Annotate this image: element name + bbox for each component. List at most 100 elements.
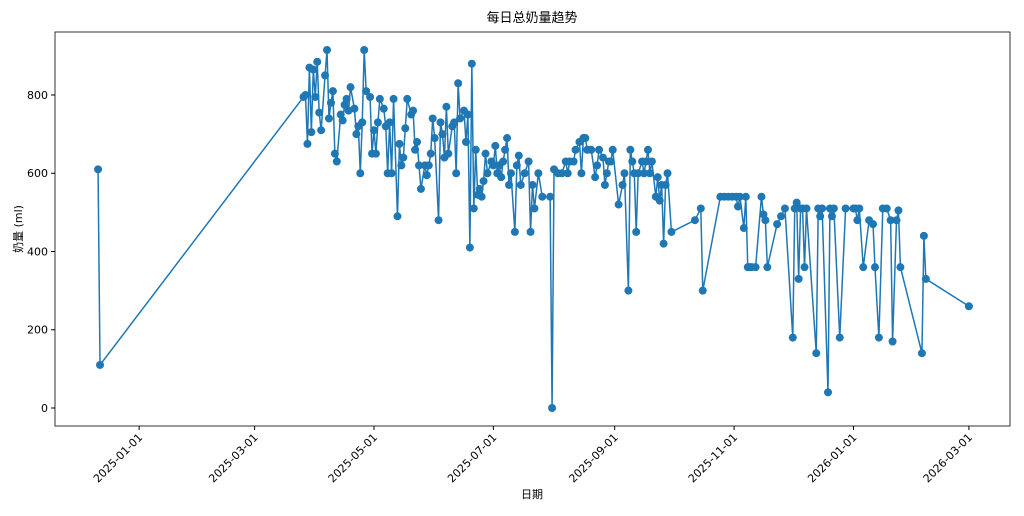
point: [812, 349, 821, 358]
point: [393, 212, 402, 221]
point: [520, 169, 529, 178]
point: [436, 118, 445, 127]
point: [461, 137, 470, 146]
point: [888, 337, 897, 346]
point: [428, 114, 437, 123]
point: [399, 153, 408, 162]
point: [479, 177, 488, 186]
point: [379, 104, 388, 113]
point: [792, 198, 801, 207]
point: [587, 145, 596, 154]
point: [430, 134, 439, 143]
point: [538, 192, 547, 201]
point: [499, 157, 508, 166]
point: [853, 216, 862, 225]
point: [452, 169, 461, 178]
point: [301, 90, 310, 99]
point: [763, 263, 772, 272]
point: [606, 157, 615, 166]
point: [577, 169, 586, 178]
point: [317, 126, 326, 135]
point: [307, 128, 316, 137]
point: [469, 204, 478, 213]
point: [640, 169, 649, 178]
point: [618, 180, 627, 189]
point: [516, 180, 525, 189]
y-tick-label: 400: [27, 245, 48, 258]
point: [653, 173, 662, 182]
x-axis-label: 日期: [521, 488, 543, 501]
point: [835, 333, 844, 342]
point: [917, 349, 926, 358]
point: [647, 157, 656, 166]
point: [471, 145, 480, 154]
point: [352, 130, 361, 139]
point: [491, 141, 500, 150]
point: [409, 106, 418, 115]
point: [315, 108, 324, 117]
point: [919, 231, 928, 240]
point: [896, 263, 905, 272]
point: [595, 145, 604, 154]
point: [690, 216, 699, 225]
point: [321, 71, 330, 80]
point: [598, 153, 607, 162]
point: [477, 192, 486, 201]
point: [512, 161, 521, 170]
y-tick-label: 800: [27, 89, 48, 102]
point: [350, 104, 359, 113]
point: [373, 118, 382, 127]
point: [395, 139, 404, 148]
point: [593, 161, 602, 170]
point: [411, 145, 420, 154]
point: [827, 212, 836, 221]
point: [371, 149, 380, 158]
y-axis-label: 奶量 (ml): [11, 205, 25, 253]
point: [456, 114, 465, 123]
point: [303, 139, 312, 148]
point: [397, 161, 406, 170]
point: [94, 165, 103, 174]
point: [608, 145, 617, 154]
point: [816, 212, 825, 221]
point: [600, 180, 609, 189]
point: [557, 169, 566, 178]
point: [761, 216, 770, 225]
point: [964, 302, 973, 311]
point: [424, 161, 433, 170]
point: [450, 118, 459, 127]
point: [483, 169, 492, 178]
point: [818, 204, 827, 213]
point: [503, 134, 512, 143]
point: [546, 192, 555, 201]
point: [524, 157, 533, 166]
point: [628, 157, 637, 166]
point: [403, 94, 412, 103]
point: [620, 169, 629, 178]
point: [882, 204, 891, 213]
point: [401, 124, 410, 133]
point: [514, 151, 523, 160]
point: [634, 169, 643, 178]
point: [645, 169, 654, 178]
point: [855, 204, 864, 213]
point: [324, 114, 333, 123]
point: [614, 200, 623, 209]
point: [414, 161, 423, 170]
point: [886, 216, 895, 225]
point: [444, 149, 453, 158]
point: [757, 192, 766, 201]
point: [663, 169, 672, 178]
point: [369, 126, 378, 135]
point: [655, 196, 664, 205]
point: [362, 87, 371, 96]
point: [475, 184, 484, 193]
point: [467, 59, 476, 68]
point: [360, 45, 369, 54]
point: [894, 206, 903, 215]
point: [385, 118, 394, 127]
y-tick-label: 0: [41, 402, 48, 415]
point: [426, 149, 435, 158]
point: [667, 227, 676, 236]
point: [571, 145, 580, 154]
